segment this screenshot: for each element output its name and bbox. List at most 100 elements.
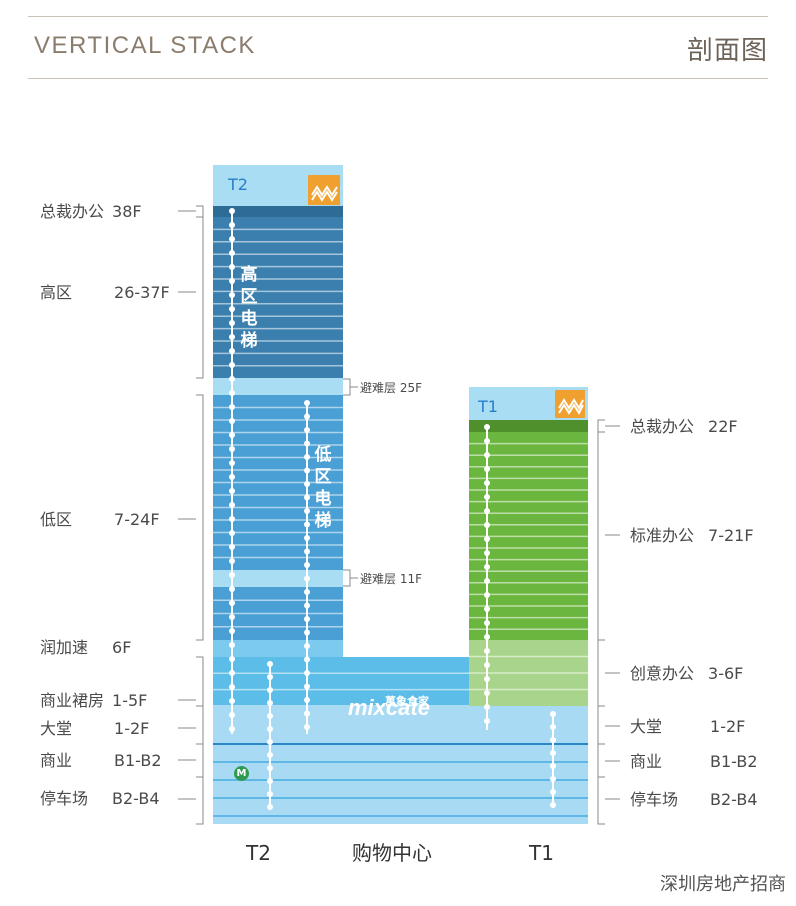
elevator-low-stop [304,481,310,487]
left-label-high-zone: 高区 26-37F [40,283,170,302]
left-label-low-zone: 低区 7-24F [40,510,160,529]
elevator-high-stop [229,320,235,326]
tower-logo-t2 [308,175,340,205]
elevator-shuttle-t1-stop [550,750,556,756]
t2-accelerator-6f [213,640,343,657]
elevator-high-stop [229,376,235,382]
bracket-podium [196,656,204,707]
elevator-high-stop [229,474,235,480]
left-label-accelerator: 润加速 6F [40,638,132,657]
right-label-creative-office: 创意办公 3-6F [630,664,744,683]
elevator-high-stop [229,544,235,550]
low-zone-elevator-label: 低区电梯 [314,445,332,531]
elevator-low-stop [304,589,310,595]
elevator-shuttle-t2-stop [267,687,273,693]
elevator-low-stop [304,467,310,474]
header-divider [28,78,768,79]
bracket-retail-right [597,743,605,778]
elevator-shuttle-t2-stop [267,804,273,810]
elevator-t1-stop [484,508,490,514]
elevator-high-stop [229,250,235,256]
t2-refuge-11f [213,570,343,587]
elevator-low-stop [304,629,310,636]
elevator-high-stop [229,222,235,228]
elevator-shuttle-t2-stop [267,739,273,745]
elevator-t1-stop [484,480,490,486]
elevator-shuttle-t1-stop [550,776,556,782]
mall-brand-cn: 萬象食家 [385,695,429,708]
elevator-high-stop [229,390,235,396]
elevator-low-stop [304,602,310,609]
elevator-shuttle-t1-stop [550,789,556,795]
elevator-shuttle-t2-stop [267,752,273,758]
elevator-high-stop [229,348,235,354]
elevator-high-stop [229,460,235,466]
elevator-high-stop [229,404,235,410]
elevator-high-stop [229,656,235,662]
refuge-bracket-25f [343,378,351,396]
bracket-exec-38f [196,205,204,218]
right-label-retail: 商业 B1-B2 [630,752,758,771]
elevator-t1-stop [484,704,490,710]
elevator-shuttle-t1-stop [550,724,556,730]
refuge-label-11f: 避难层 11F [360,572,422,586]
elevator-high-stop [229,306,235,312]
elevator-high-stop [229,516,235,522]
watermark: 深圳房地产招商 [660,874,786,895]
elevator-low-stop [304,413,310,420]
page-title: VERTICAL STACK [34,32,256,59]
elevator-high-stop [229,236,235,242]
bottom-label-t1: T1 [529,841,554,865]
bracket-low-zone [196,394,204,641]
elevator-low-stop [304,508,310,514]
elevator-low-stop [304,656,310,663]
tower-label-t1: T1 [478,397,498,416]
page-title-cn: 剖面图 [686,36,768,66]
elevator-t1-stop [484,536,490,542]
elevator-t1-stop [484,690,490,696]
elevator-t1-stop [484,648,490,654]
elevator-t1-stop [484,564,490,570]
elevator-t1-stop [484,494,490,500]
bracket-parking-right [597,776,605,825]
t2-exec-floor [213,206,343,217]
left-label-parking: 停车场 B2-B4 [40,789,160,808]
bracket-creative-office [597,639,605,707]
bracket-lobby-right [597,705,605,745]
high-zone-elevator-label: 高区电梯 [240,265,258,351]
elevator-high-stop [229,530,235,536]
elevator-low-stop [304,575,310,582]
elevator-t1-stop [484,522,490,528]
header-divider-top [28,16,768,17]
elevator-high-stop [229,446,235,452]
elevator-shuttle-t2-stop [267,778,273,784]
elevator-high-stop [229,698,235,704]
elevator-shuttle-t2-stop [267,674,273,680]
elevator-high-stop [229,572,235,578]
elevator-t1-stop [484,438,490,444]
elevator-t1-stop [484,452,490,458]
elevator-high-stop [229,600,235,606]
elevator-low-stop [304,494,310,501]
elevator-t1-stop [484,578,490,584]
elevator-high-stop [229,488,235,494]
elevator-t1-stop [484,592,490,598]
tower-logo-t1 [555,390,585,418]
refuge-bracket-11f [343,569,351,587]
elevator-high-stop [229,558,235,564]
right-label-lobby: 大堂 1-2F [630,717,746,736]
mall-brand-logo: mixcate [348,695,430,720]
elevator-low-stop [304,710,310,717]
bracket-high-zone [196,216,204,379]
elevator-t1-stop [484,676,490,682]
refuge-label-25f: 避难层 25F [360,381,422,395]
bracket-standard-office [597,431,605,641]
right-label-standard-office: 标准办公 7-21F [630,526,754,545]
metro-icon: M [234,766,249,781]
elevator-t1-stop [484,718,490,724]
elevator-t1-stop [484,424,490,430]
elevator-high-stop [229,334,235,340]
elevator-shuttle-t1-stop [550,737,556,743]
